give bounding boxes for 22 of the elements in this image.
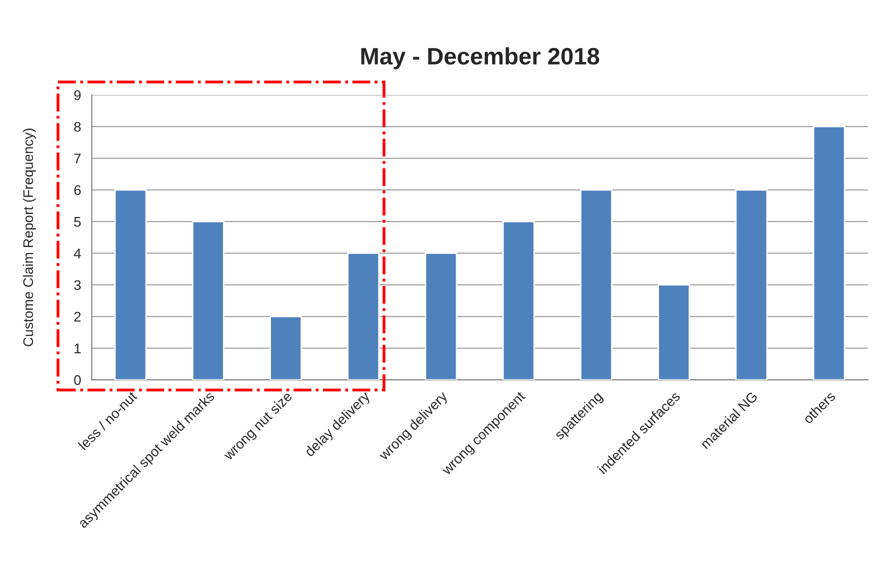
bar	[114, 189, 147, 380]
bar	[812, 126, 846, 380]
bar	[270, 316, 302, 380]
bar	[580, 189, 612, 380]
bar	[658, 284, 690, 380]
bar	[192, 220, 224, 380]
y-tick-label: 0	[74, 375, 81, 385]
bar	[347, 252, 380, 380]
bar	[424, 252, 458, 380]
y-axis-title: Custome Claim Report (Frequency)	[22, 128, 36, 346]
y-tick-label: 7	[74, 154, 81, 164]
bar	[502, 220, 535, 380]
y-tick-label: 4	[74, 248, 81, 258]
y-tick-label: 8	[74, 122, 81, 132]
y-tick-label: 6	[74, 185, 81, 196]
y-tick-label: 1	[74, 344, 81, 354]
y-tick-label: 3	[74, 280, 81, 290]
y-tick-label: 2	[74, 312, 81, 322]
y-tick-label: 9	[74, 90, 81, 100]
y-tick-label: 5	[74, 217, 81, 227]
chart-title: May - December 2018	[361, 47, 600, 70]
bar	[735, 189, 768, 380]
